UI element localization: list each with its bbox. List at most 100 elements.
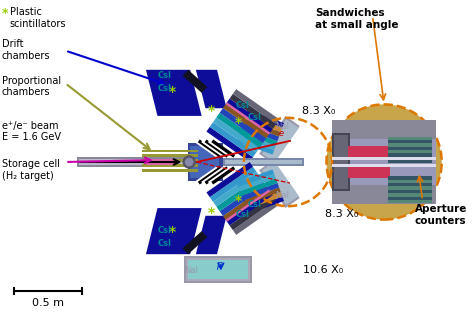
FancyBboxPatch shape xyxy=(388,157,432,160)
Text: 0.5 m: 0.5 m xyxy=(32,298,64,308)
Polygon shape xyxy=(262,119,299,163)
FancyBboxPatch shape xyxy=(388,180,432,183)
Polygon shape xyxy=(146,70,201,116)
Text: NaI: NaI xyxy=(184,266,198,275)
Polygon shape xyxy=(246,196,284,214)
Polygon shape xyxy=(226,98,273,133)
Text: NaI: NaI xyxy=(274,122,289,131)
FancyBboxPatch shape xyxy=(142,154,198,157)
Polygon shape xyxy=(245,114,283,132)
Polygon shape xyxy=(201,139,225,158)
Polygon shape xyxy=(184,256,252,283)
Text: e: e xyxy=(278,129,283,138)
Polygon shape xyxy=(223,186,270,221)
Text: Storage cell
(H₂ target): Storage cell (H₂ target) xyxy=(2,159,60,181)
FancyBboxPatch shape xyxy=(388,197,432,200)
FancyBboxPatch shape xyxy=(388,147,432,150)
Polygon shape xyxy=(198,139,222,158)
Polygon shape xyxy=(211,139,235,158)
Text: CsI: CsI xyxy=(248,113,262,122)
Polygon shape xyxy=(196,216,227,254)
Polygon shape xyxy=(216,113,263,148)
FancyBboxPatch shape xyxy=(79,159,190,165)
FancyBboxPatch shape xyxy=(142,169,198,172)
Polygon shape xyxy=(211,166,235,185)
Text: Aperture
counters: Aperture counters xyxy=(415,204,467,226)
Text: 10.6 X₀: 10.6 X₀ xyxy=(303,264,344,274)
Text: 8.3 X₀: 8.3 X₀ xyxy=(301,106,335,116)
FancyBboxPatch shape xyxy=(332,185,436,204)
FancyBboxPatch shape xyxy=(188,143,223,181)
Polygon shape xyxy=(241,123,279,141)
Polygon shape xyxy=(237,169,274,187)
FancyBboxPatch shape xyxy=(146,159,175,165)
Circle shape xyxy=(182,155,196,169)
Text: *: * xyxy=(235,116,242,130)
FancyBboxPatch shape xyxy=(332,157,436,160)
FancyBboxPatch shape xyxy=(225,160,302,164)
FancyBboxPatch shape xyxy=(142,149,198,152)
Polygon shape xyxy=(205,139,228,158)
FancyBboxPatch shape xyxy=(388,190,432,193)
Polygon shape xyxy=(233,200,280,235)
FancyBboxPatch shape xyxy=(142,159,198,162)
Text: 8.3 X₀: 8.3 X₀ xyxy=(325,209,358,219)
FancyBboxPatch shape xyxy=(388,193,432,197)
Text: *: * xyxy=(235,194,242,208)
Text: *: * xyxy=(208,104,215,118)
Circle shape xyxy=(185,158,193,166)
Polygon shape xyxy=(259,116,300,164)
FancyBboxPatch shape xyxy=(388,153,432,157)
Polygon shape xyxy=(238,133,276,150)
Polygon shape xyxy=(194,166,219,185)
Polygon shape xyxy=(238,174,276,191)
Polygon shape xyxy=(198,166,222,185)
Polygon shape xyxy=(213,117,260,153)
Text: Drift
chambers: Drift chambers xyxy=(2,39,50,61)
Text: CsI: CsI xyxy=(157,238,172,248)
Polygon shape xyxy=(207,162,253,197)
FancyBboxPatch shape xyxy=(332,133,349,191)
Polygon shape xyxy=(223,103,270,138)
Polygon shape xyxy=(196,70,227,108)
Polygon shape xyxy=(219,181,266,216)
Text: *: * xyxy=(2,7,9,20)
FancyBboxPatch shape xyxy=(146,161,175,163)
Polygon shape xyxy=(205,166,228,185)
Polygon shape xyxy=(226,102,270,134)
Polygon shape xyxy=(240,179,277,196)
Polygon shape xyxy=(188,260,248,279)
Polygon shape xyxy=(246,110,284,128)
Text: CsI: CsI xyxy=(157,72,172,80)
FancyBboxPatch shape xyxy=(190,146,219,178)
Text: CsI: CsI xyxy=(157,226,172,235)
Text: CsI: CsI xyxy=(157,84,172,93)
Polygon shape xyxy=(243,119,281,136)
FancyBboxPatch shape xyxy=(388,176,432,180)
Polygon shape xyxy=(208,166,232,185)
FancyBboxPatch shape xyxy=(334,146,390,157)
Text: Sandwiches
at small angle: Sandwiches at small angle xyxy=(315,8,399,30)
Text: e⁺/e⁻ beam
E = 1.6 GeV: e⁺/e⁻ beam E = 1.6 GeV xyxy=(2,121,61,142)
Text: Proportional
chambers: Proportional chambers xyxy=(2,75,61,97)
FancyBboxPatch shape xyxy=(334,167,390,178)
Circle shape xyxy=(327,104,442,220)
Polygon shape xyxy=(226,191,273,226)
Text: CsI: CsI xyxy=(248,200,262,209)
Polygon shape xyxy=(226,190,270,222)
Polygon shape xyxy=(241,183,279,201)
Text: CsI: CsI xyxy=(235,101,249,110)
FancyBboxPatch shape xyxy=(142,164,198,167)
FancyBboxPatch shape xyxy=(388,160,432,163)
Text: NaI: NaI xyxy=(274,191,289,200)
Text: p: p xyxy=(216,260,222,270)
FancyBboxPatch shape xyxy=(332,120,436,204)
FancyBboxPatch shape xyxy=(388,140,432,143)
Text: CsI: CsI xyxy=(235,210,249,219)
Polygon shape xyxy=(262,161,299,205)
Polygon shape xyxy=(182,231,208,254)
FancyBboxPatch shape xyxy=(388,187,432,190)
FancyBboxPatch shape xyxy=(388,200,432,203)
Text: Plastic
scintillators: Plastic scintillators xyxy=(9,7,66,29)
Polygon shape xyxy=(201,166,225,185)
